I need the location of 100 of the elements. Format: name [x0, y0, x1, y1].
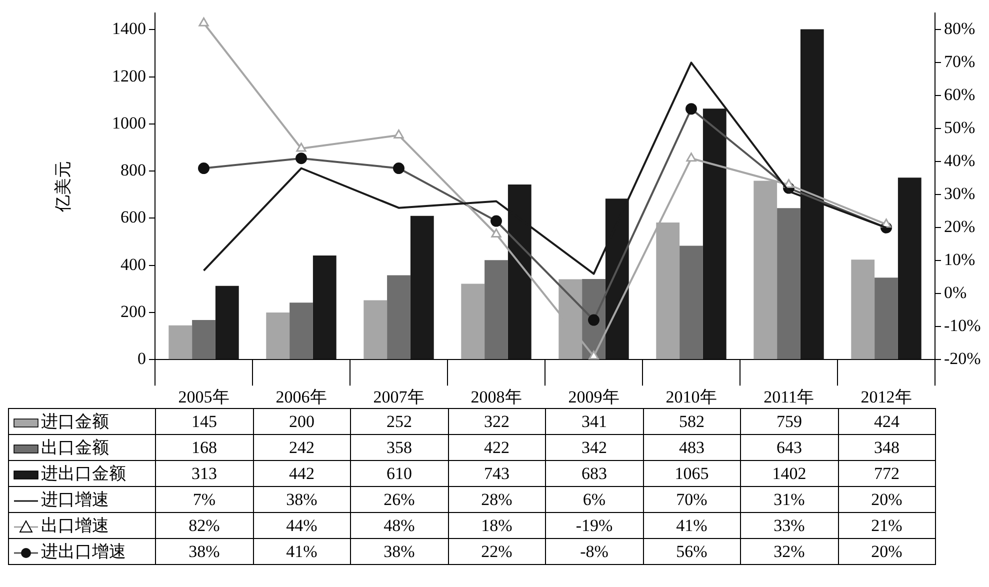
y2-tick-label: 0% — [944, 283, 967, 302]
y-tick-label: 600 — [120, 208, 146, 227]
y-tick-label: 200 — [120, 302, 146, 321]
bar — [387, 275, 410, 360]
legend-label: 进出口金额 — [8, 460, 156, 486]
data-label: 582 — [643, 408, 740, 434]
data-label: 38% — [156, 538, 253, 564]
x-tick-label: 2010年 — [666, 387, 717, 406]
data-label: 31% — [740, 486, 838, 512]
data-label: 168 — [156, 434, 253, 460]
bar — [777, 208, 800, 360]
data-label: 21% — [838, 512, 936, 538]
data-label: 252 — [350, 408, 448, 434]
data-label: 41% — [253, 538, 350, 564]
data-label: 145 — [156, 408, 253, 434]
bar — [461, 284, 485, 360]
bar — [168, 325, 192, 360]
y2-tick-label: 80% — [944, 19, 976, 38]
data-label: 200 — [253, 408, 350, 434]
x-tick-label: 2011年 — [764, 387, 814, 406]
data-label: 348 — [838, 434, 936, 460]
data-label: 38% — [253, 486, 350, 512]
bar — [484, 260, 508, 360]
y2-tick-label: -20% — [944, 349, 981, 368]
data-label: 32% — [740, 538, 838, 564]
bar — [410, 216, 434, 360]
legend-label: 进出口增速 — [8, 538, 156, 564]
data-label: 20% — [838, 538, 936, 564]
data-label: 322 — [448, 408, 546, 434]
bar — [364, 300, 388, 360]
bar — [266, 312, 290, 360]
x-tick-label: 2012年 — [860, 387, 912, 406]
y-tick-label: 0 — [138, 349, 146, 368]
data-label: 442 — [253, 460, 350, 486]
data-label: 70% — [643, 486, 740, 512]
data-label: 48% — [350, 512, 448, 538]
point — [491, 228, 502, 238]
data-label: 22% — [448, 538, 546, 564]
data-label: 1065 — [643, 460, 740, 486]
y2-tick-label: -10% — [944, 316, 981, 336]
data-label: 424 — [838, 408, 936, 434]
data-label: 341 — [546, 408, 643, 434]
data-label: 1402 — [740, 460, 838, 486]
data-label: 7% — [156, 486, 253, 512]
legend-label: 出口增速 — [8, 512, 156, 538]
data-label: 242 — [253, 434, 350, 460]
data-label: 643 — [740, 434, 838, 460]
data-label: 44% — [253, 512, 350, 538]
data-label: -19% — [546, 512, 643, 538]
point — [588, 350, 599, 360]
data-label: 82% — [156, 512, 253, 538]
x-tick-label: 2006年 — [276, 387, 327, 406]
y2-tick-label: 50% — [944, 118, 976, 138]
y-tick-label: 400 — [120, 254, 146, 274]
bar — [192, 320, 216, 360]
bar — [851, 260, 875, 360]
data-label: 20% — [838, 486, 936, 512]
x-tick-label: 2005年 — [178, 387, 230, 406]
bar — [898, 178, 922, 360]
data-label: 358 — [350, 434, 448, 460]
bar — [312, 255, 336, 360]
data-label: 38% — [350, 538, 448, 564]
legend-label: 出口金额 — [8, 434, 156, 460]
data-label: 683 — [546, 460, 643, 486]
data-label: 56% — [643, 538, 740, 564]
y2-tick-label: 70% — [944, 52, 976, 72]
legend-label: 进口增速 — [8, 486, 156, 512]
data-label: 422 — [448, 434, 546, 460]
data-label: 18% — [448, 512, 546, 538]
y2-tick-label: 30% — [944, 184, 976, 204]
point — [198, 17, 209, 26]
y2-tick-label: 60% — [944, 85, 976, 104]
point — [686, 152, 696, 162]
data-label: 41% — [643, 512, 740, 538]
data-label: 26% — [350, 486, 448, 512]
bar — [874, 278, 898, 360]
y-tick-label: 1200 — [112, 66, 146, 86]
y2-tick-label: 20% — [944, 217, 976, 236]
data-label: 759 — [740, 408, 838, 434]
bar — [215, 286, 239, 360]
data-label: 610 — [350, 460, 448, 486]
x-tick-label: 2009年 — [568, 387, 620, 406]
data-label: 28% — [448, 486, 546, 512]
y-axis-title: 亿美元 — [54, 160, 73, 213]
data-label: 772 — [838, 460, 936, 486]
y-tick-label: 800 — [120, 160, 146, 180]
y-tick-label: 1400 — [112, 19, 146, 38]
data-label: 342 — [546, 434, 643, 460]
data-label: 743 — [448, 460, 546, 486]
x-tick-label: 2008年 — [470, 387, 522, 406]
y2-tick-label: 10% — [944, 250, 976, 270]
y-tick-label: 1000 — [112, 113, 146, 132]
data-label: 313 — [156, 460, 253, 486]
bar — [680, 246, 703, 360]
data-label: 33% — [740, 512, 838, 538]
point — [394, 130, 404, 139]
x-tick-label: 2007年 — [373, 387, 424, 406]
data-label: 483 — [643, 434, 740, 460]
bar — [290, 302, 313, 360]
y2-tick-label: 40% — [944, 151, 976, 170]
